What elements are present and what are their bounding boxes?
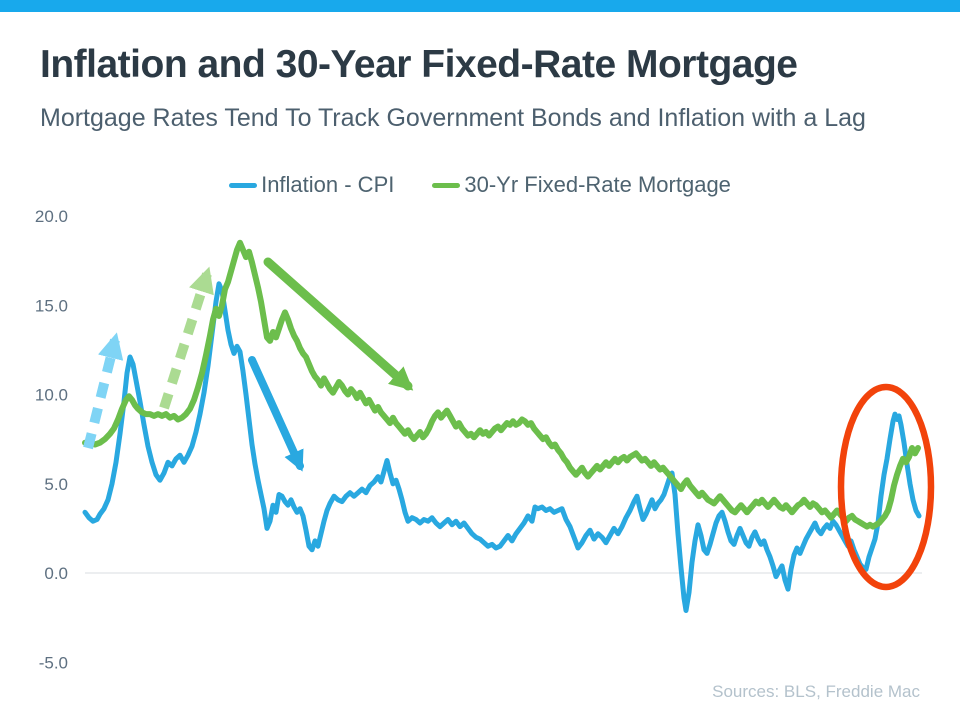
sources-note: Sources: BLS, Freddie Mac [712,682,920,701]
legend-item-mortgage: 30-Yr Fixed-Rate Mortgage [432,172,731,198]
legend-item-inflation-cpi: Inflation - CPI [229,172,394,198]
mortgage-rise-arrow [159,266,214,410]
legend-label-mortgage: 30-Yr Fixed-Rate Mortgage [464,172,731,197]
y-axis-label: -5.0 [39,653,68,672]
legend-swatch-inflation-cpi [229,182,258,188]
y-axis-label: 20.0 [35,207,68,226]
chart-legend: Inflation - CPI 30-Yr Fixed-Rate Mortgag… [0,172,960,198]
cpi-rise-arrow [83,332,124,450]
y-axis-label: 0.0 [44,564,68,583]
page-title: Inflation and 30-Year Fixed-Rate Mortgag… [40,43,798,86]
legend-swatch-mortgage [432,182,461,188]
y-axis-label: 10.0 [35,386,68,405]
y-axis-label: 5.0 [44,475,68,494]
top-accent-bar [0,0,960,12]
mortgage-fall-arrow [263,257,414,391]
series-line-inflation-cpi [82,281,922,613]
recent-highlight-ellipse [837,383,935,591]
cpi-fall-arrow [248,356,304,472]
legend-label-inflation-cpi: Inflation - CPI [261,172,395,197]
y-axis-label: 15.0 [35,296,68,315]
page-subtitle: Mortgage Rates Tend To Track Government … [40,104,866,132]
series-line-mortgage-30yr [82,239,921,530]
